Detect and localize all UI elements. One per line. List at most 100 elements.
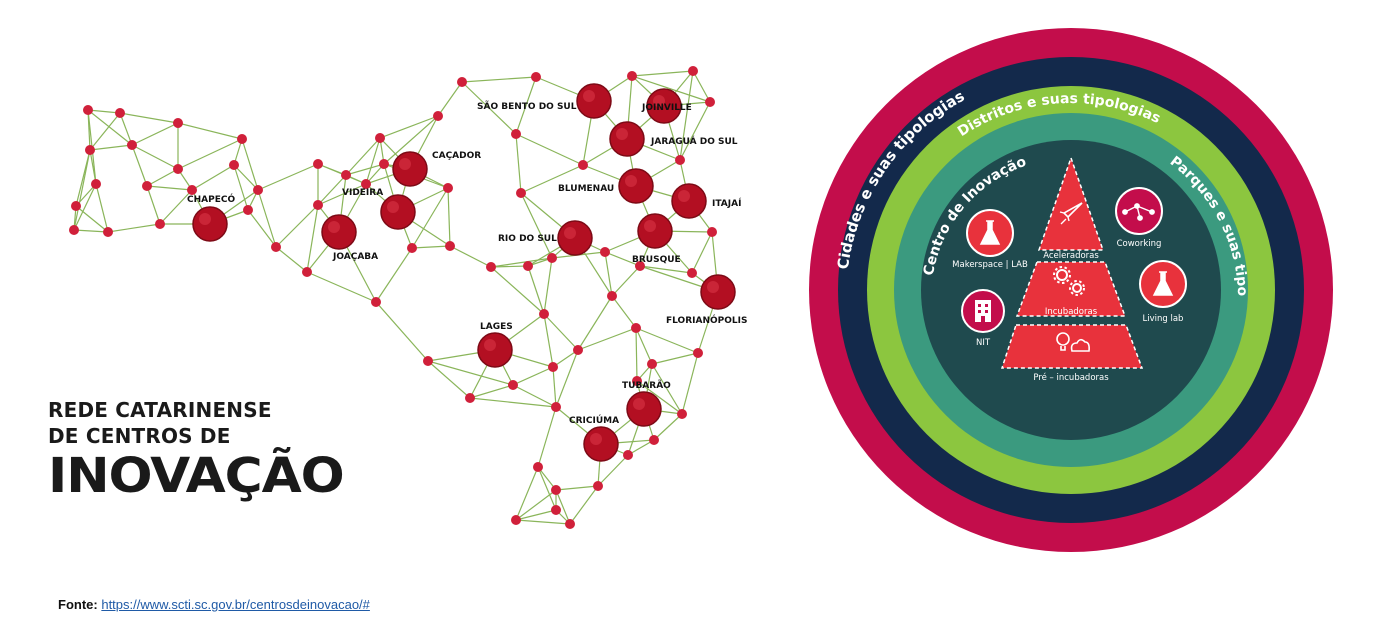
network-edge (411, 187, 449, 249)
network-node (623, 450, 633, 460)
network-edge (131, 122, 179, 146)
network-edge (89, 149, 97, 185)
network-node (593, 481, 603, 491)
network-edge (365, 137, 381, 185)
network-edge (383, 115, 439, 165)
network-node (173, 118, 183, 128)
network-edge (306, 204, 319, 273)
network-edge (555, 489, 571, 525)
network-node (631, 323, 641, 333)
network-edge (604, 251, 613, 297)
label-pre-incubadoras: Pré – incubadoras (1033, 372, 1109, 383)
network-edge (520, 164, 584, 194)
network-edge (515, 133, 522, 194)
network-edge (555, 349, 579, 408)
network-edge (679, 101, 711, 161)
label-incubadoras: Incubadoras (1045, 307, 1098, 317)
city-label-lages: LAGES (480, 322, 513, 332)
network-edge (679, 70, 694, 161)
network-edge (411, 245, 451, 249)
city-node-highlight (616, 128, 628, 140)
network-node (551, 505, 561, 515)
network-city-labels: JOINVILLE SÃO BENTO DO SUL JARAGUÁ DO SU… (187, 101, 747, 426)
network-node (423, 356, 433, 366)
network-node (142, 181, 152, 191)
network-edge (639, 265, 693, 274)
network-edge (375, 247, 413, 303)
city-node-highlight (625, 175, 637, 187)
network-node (705, 97, 715, 107)
network-node (271, 242, 281, 252)
network-node (253, 185, 263, 195)
network-node (687, 268, 697, 278)
label-makerspace: Makerspace | LAB (952, 260, 1028, 270)
network-edge (552, 366, 557, 408)
network-edge (257, 163, 319, 191)
network-edge (159, 189, 193, 225)
network-edge (177, 138, 243, 170)
network-node (647, 359, 657, 369)
network-node (578, 160, 588, 170)
source-footer: Fonte: https://www.scti.sc.gov.br/centro… (58, 597, 370, 612)
coworking-item: Coworking (1115, 187, 1163, 249)
network-edge (247, 209, 277, 248)
innovation-rings-diagram: Cidades e suas tipologias Distritos e su… (809, 28, 1333, 552)
network-node (443, 183, 453, 193)
city-label-rio-do-sul: RIO DO SUL (498, 234, 557, 244)
network-edge (177, 122, 243, 140)
rocket-icon (1059, 202, 1083, 225)
network-edge (191, 164, 235, 191)
network-node (313, 159, 323, 169)
city-label-joinville: JOINVILLE (641, 103, 692, 113)
network-node (465, 393, 475, 403)
network-node (511, 515, 521, 525)
network-edge (469, 397, 557, 408)
network-edge (512, 384, 557, 408)
network-edge (537, 406, 557, 468)
network-edge (569, 485, 599, 525)
network-edge (95, 183, 109, 233)
network-node (341, 170, 351, 180)
network-edge (490, 266, 545, 315)
network-node (237, 134, 247, 144)
city-node-highlight (583, 90, 595, 102)
city-node-highlight (399, 158, 411, 170)
network-node (71, 201, 81, 211)
city-node-highlight (387, 201, 399, 213)
network-edge (146, 168, 179, 187)
network-node (457, 77, 467, 87)
network-edge (241, 138, 259, 191)
network-edge (469, 384, 514, 399)
network-node (508, 380, 518, 390)
flask-icon (979, 220, 1001, 245)
network-edge (515, 509, 557, 521)
network-edge (257, 189, 277, 248)
network-edge (317, 174, 347, 206)
network-node (627, 71, 637, 81)
city-label-criciuma: CRICIÚMA (569, 414, 619, 426)
network-edge (681, 352, 699, 415)
network-edge (577, 327, 637, 351)
network-node (516, 188, 526, 198)
network-edge (427, 360, 514, 386)
network-node (707, 227, 717, 237)
network-edge (604, 251, 641, 267)
innovation-network-map: JOINVILLE SÃO BENTO DO SUL JARAGUÁ DO SU… (69, 66, 747, 529)
network-node (313, 200, 323, 210)
network-edge (555, 485, 599, 491)
network-node (547, 253, 557, 263)
network-node (173, 164, 183, 174)
network-edge (691, 231, 713, 274)
network-node (375, 133, 385, 143)
network-edge (146, 185, 161, 225)
network-edge (543, 313, 554, 368)
network-edge (89, 112, 121, 151)
makerspace-item: Makerspace | LAB (952, 209, 1028, 270)
network-edge (73, 229, 109, 233)
source-link[interactable]: https://www.scti.sc.gov.br/centrosdeinov… (101, 597, 370, 612)
network-edge (345, 163, 385, 176)
network-node (565, 519, 575, 529)
network-edge (233, 164, 249, 211)
network-edge (543, 313, 579, 351)
city-node-highlight (328, 221, 340, 233)
